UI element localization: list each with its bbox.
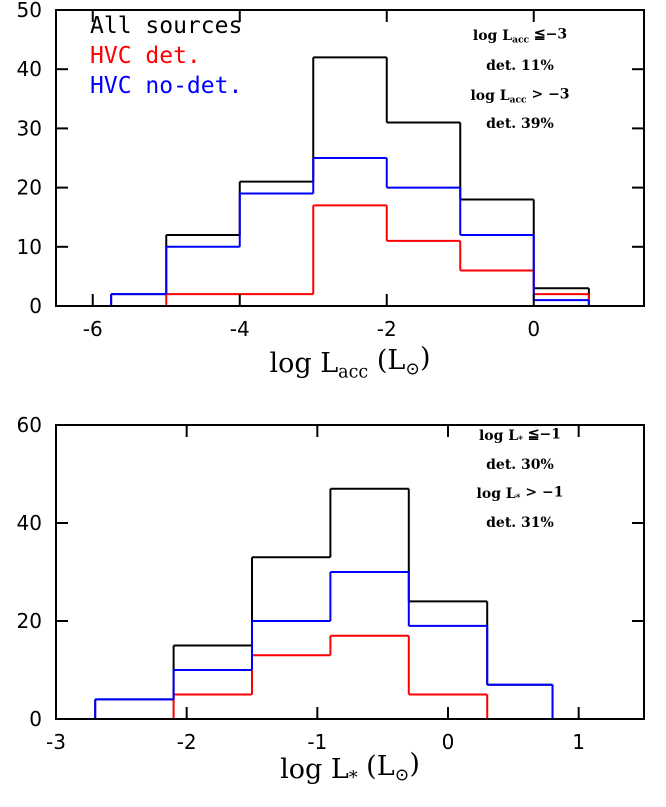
- text-part: det. 39%: [486, 116, 554, 132]
- subscript: acc: [510, 95, 527, 106]
- text-part: ): [420, 342, 431, 373]
- text-part: log L: [477, 486, 516, 502]
- x-tick-label: -3: [46, 730, 66, 754]
- annotation: det. 31%: [486, 515, 554, 531]
- y-tick-label: 40: [17, 511, 42, 535]
- annotation: log L* > −1: [477, 485, 564, 504]
- legend-entry: HVC no-det.: [90, 73, 242, 99]
- x-axis-label: log Lacc (L⊙): [269, 342, 430, 382]
- x-tick-label: 0: [442, 730, 455, 754]
- y-tick-label: 50: [17, 0, 42, 22]
- x-tick-label: -6: [83, 317, 103, 341]
- text-part: ≦−3: [529, 27, 567, 43]
- x-tick-label: -2: [177, 730, 197, 754]
- text-part: log L: [470, 88, 509, 104]
- subscript: *: [349, 768, 358, 788]
- annotation: log L* ≦−1: [479, 427, 561, 446]
- legend-entry: All sources: [90, 13, 242, 39]
- y-tick-label: 60: [17, 413, 42, 437]
- annotation: det. 39%: [486, 116, 554, 132]
- text-part: det. 31%: [486, 515, 554, 531]
- x-tick-label: 0: [527, 317, 540, 341]
- text-part: log L: [280, 754, 349, 785]
- subscript: *: [516, 493, 521, 504]
- subscript: ⊙: [395, 765, 410, 785]
- text-part: log L: [473, 28, 512, 44]
- text-part: log L: [479, 428, 518, 444]
- x-tick-label: 1: [572, 730, 585, 754]
- subscript: ⊙: [405, 359, 420, 379]
- x-tick-label: -1: [307, 730, 327, 754]
- annotation: log Lacc ≦−3: [473, 27, 567, 46]
- x-tick-label: -2: [377, 317, 397, 341]
- y-tick-label: 20: [17, 609, 42, 633]
- text-part: ≦−1: [523, 427, 561, 443]
- annotation: log Lacc > −3: [470, 87, 569, 106]
- subscript: acc: [512, 35, 529, 46]
- y-tick-label: 40: [17, 57, 42, 81]
- subscript: acc: [338, 362, 368, 382]
- y-tick-label: 0: [29, 294, 42, 318]
- text-part: (L: [368, 345, 405, 376]
- annotation: det. 11%: [486, 58, 554, 74]
- text-part: (L: [358, 751, 395, 782]
- legend-entry: HVC det.: [90, 43, 201, 69]
- text-part: det. 30%: [486, 457, 554, 473]
- plot-frame: [55, 424, 645, 720]
- text-part: det. 11%: [486, 58, 554, 74]
- plot-frame: [55, 9, 645, 307]
- text-part: log L: [269, 348, 338, 379]
- subscript: *: [518, 435, 523, 446]
- annotation: det. 30%: [486, 457, 554, 473]
- x-axis-label: log L* (L⊙): [280, 748, 420, 788]
- y-tick-label: 20: [17, 176, 42, 200]
- text-part: > −3: [527, 87, 570, 103]
- y-tick-label: 0: [29, 707, 42, 731]
- text-part: ): [409, 748, 420, 779]
- text-part: > −1: [520, 485, 563, 501]
- y-tick-label: 30: [17, 116, 42, 140]
- y-tick-label: 10: [17, 235, 42, 259]
- x-tick-label: -4: [230, 317, 250, 341]
